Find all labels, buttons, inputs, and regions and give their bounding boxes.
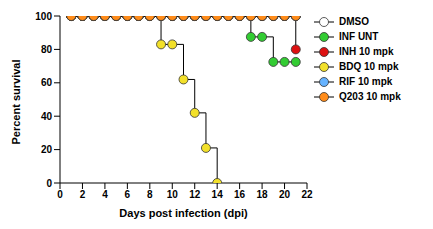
svg-text:100: 100 (35, 11, 52, 22)
svg-text:60: 60 (41, 77, 53, 88)
html-text:DMSO: DMSO (339, 16, 369, 27)
svg-text:18: 18 (257, 189, 269, 200)
html-text:RIF 10 mpk: RIF 10 mpk (339, 76, 393, 87)
svg-text:8: 8 (147, 189, 153, 200)
svg-text:Percent survival: Percent survival (10, 60, 22, 145)
svg-text:22: 22 (301, 189, 313, 200)
svg-text:80: 80 (41, 44, 53, 55)
html-text:BDQ 10 mpk: BDQ 10 mpk (339, 61, 399, 72)
svg-text:4: 4 (102, 189, 108, 200)
svg-text:2: 2 (80, 189, 86, 200)
html-text:Q203 10 mpk: Q203 10 mpk (339, 91, 401, 102)
svg-text:0: 0 (57, 189, 63, 200)
svg-text:0: 0 (46, 178, 52, 189)
html-text:INF UNT: INF UNT (339, 31, 379, 42)
svg-text:16: 16 (234, 189, 246, 200)
svg-text:Days post infection (dpi): Days post infection (dpi) (119, 207, 248, 219)
html-text:INH 10 mpk: INH 10 mpk (339, 46, 394, 57)
svg-text:40: 40 (41, 111, 53, 122)
svg-text:10: 10 (167, 189, 179, 200)
svg-text:14: 14 (212, 189, 224, 200)
svg-text:20: 20 (279, 189, 291, 200)
svg-text:12: 12 (189, 189, 201, 200)
svg-text:20: 20 (41, 144, 53, 155)
svg-text:6: 6 (125, 189, 131, 200)
